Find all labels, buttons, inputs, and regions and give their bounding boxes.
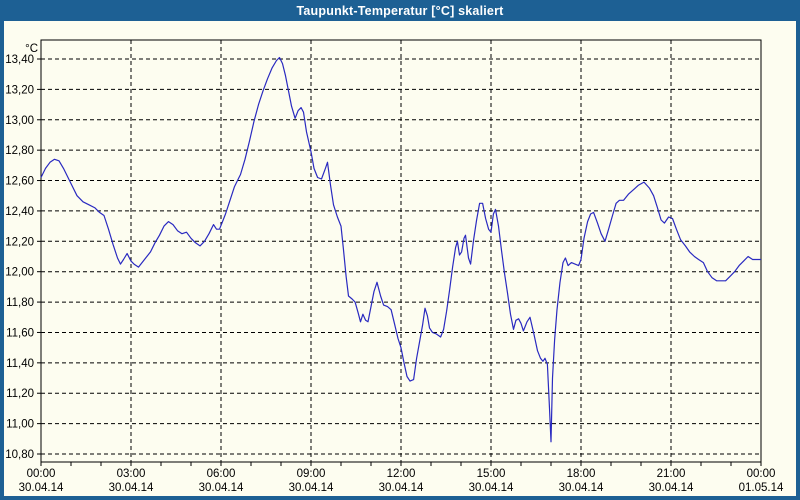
x-tick-time-label: 03:00 <box>117 468 146 480</box>
y-unit-label: °C <box>25 43 38 55</box>
x-tick-date-label: 30.04.14 <box>289 482 334 494</box>
x-tick-time-label: 09:00 <box>297 468 326 480</box>
x-tick-time-label: 15:00 <box>477 468 506 480</box>
x-tick-date-label: 30.04.14 <box>649 482 694 494</box>
y-tick-label: 11,20 <box>6 388 34 400</box>
x-tick-time-label: 21:00 <box>657 468 686 480</box>
x-tick-date-label: 30.04.14 <box>469 482 514 494</box>
x-tick-date-label: 30.04.14 <box>379 482 424 494</box>
y-tick-label: 11,80 <box>6 297 34 309</box>
window-title-bar: Taupunkt-Temperatur [°C] skaliert <box>0 0 800 21</box>
x-tick-date-label: 30.04.14 <box>109 482 154 494</box>
plot-border <box>40 39 762 463</box>
window-border-bottom <box>0 496 800 500</box>
y-tick-label: 12,00 <box>5 267 34 279</box>
y-tick-label: 11,00 <box>6 419 34 431</box>
y-tick-label: 13,40 <box>5 54 34 66</box>
y-tick-label: 11,40 <box>6 358 34 370</box>
x-tick-time-label: 00:00 <box>747 468 776 480</box>
y-tick-label: 10,80 <box>5 449 34 461</box>
y-tick-label: 12,20 <box>5 236 34 248</box>
y-tick-label: 12,40 <box>5 206 34 218</box>
y-tick-label: 13,20 <box>5 84 34 96</box>
x-tick-date-label: 30.04.14 <box>199 482 244 494</box>
x-tick-time-label: 00:00 <box>27 468 56 480</box>
temperature-series-line <box>40 56 761 443</box>
y-tick-label: 11,60 <box>6 327 34 339</box>
y-tick-label: 12,60 <box>5 176 34 188</box>
window-border-left <box>0 21 4 500</box>
y-tick-label: 12,80 <box>5 145 34 157</box>
x-tick-date-label: 01.05.14 <box>739 482 784 494</box>
window-border-right <box>796 21 800 500</box>
x-tick-date-label: 30.04.14 <box>559 482 604 494</box>
x-tick-time-label: 18:00 <box>567 468 596 480</box>
x-tick-date-label: 30.04.14 <box>19 482 64 494</box>
y-tick-label: 13,00 <box>5 115 34 127</box>
x-tick-time-label: 12:00 <box>387 468 416 480</box>
window-title: Taupunkt-Temperatur [°C] skaliert <box>296 3 504 18</box>
x-tick-time-label: 06:00 <box>207 468 236 480</box>
